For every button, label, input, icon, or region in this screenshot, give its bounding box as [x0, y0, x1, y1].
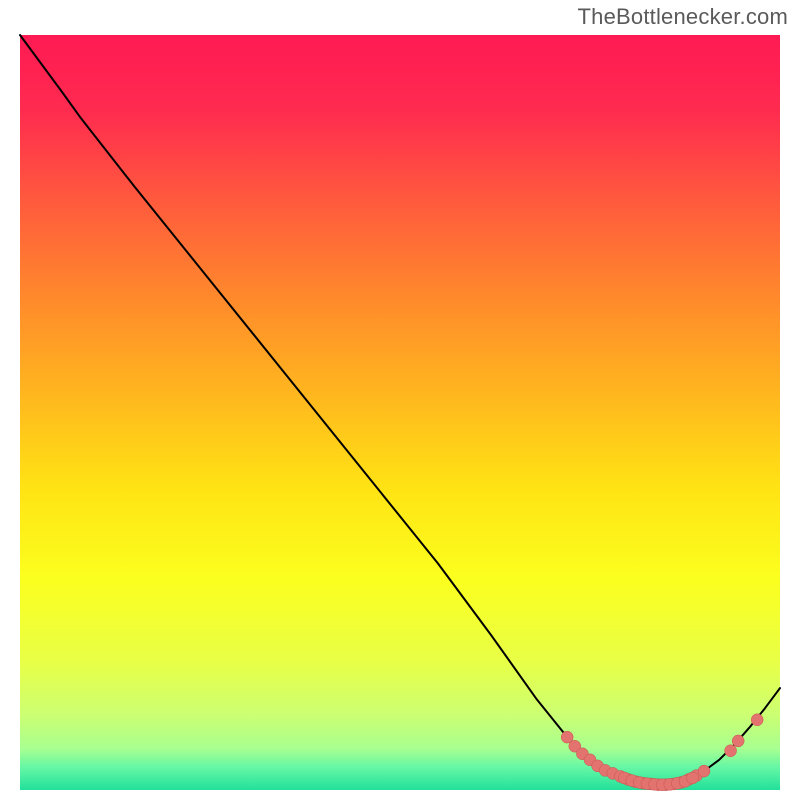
- chart-background: [20, 35, 780, 790]
- chart-container: { "watermark": { "text": "TheBottlenecke…: [0, 0, 800, 800]
- curve-marker: [751, 714, 763, 726]
- curve-marker: [732, 735, 744, 747]
- curve-marker: [725, 745, 737, 757]
- curve-marker: [698, 765, 710, 777]
- bottleneck-chart: [0, 0, 800, 800]
- curve-marker: [687, 772, 699, 784]
